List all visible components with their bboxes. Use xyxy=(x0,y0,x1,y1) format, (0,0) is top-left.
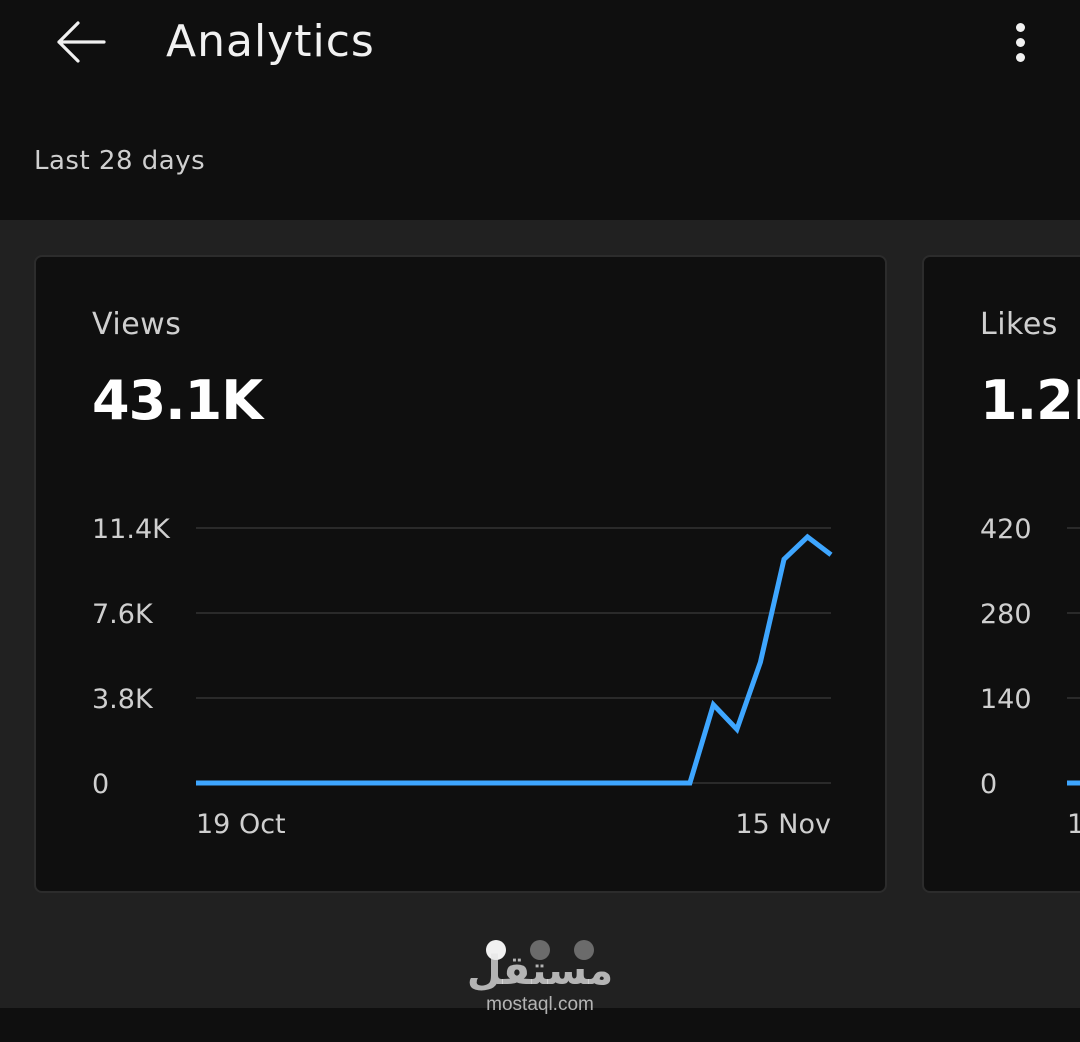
y-tick-label: 7.6K xyxy=(92,599,154,630)
series-line xyxy=(196,533,833,786)
y-tick-label: 3.8K xyxy=(92,684,154,715)
views-value: 43.1K xyxy=(92,369,263,432)
watermark-arabic: مستقل xyxy=(466,948,614,994)
likes-value: 1.2K xyxy=(980,369,1080,432)
carousel-pager xyxy=(0,940,1080,960)
y-tick-label: 140 xyxy=(980,684,1032,715)
y-tick-label: 280 xyxy=(980,599,1032,630)
y-tick-label: 0 xyxy=(980,769,997,800)
bottom-bar xyxy=(0,1008,1080,1042)
back-button[interactable] xyxy=(50,14,110,70)
pager-dot-3[interactable] xyxy=(574,940,594,960)
arrow-left-icon xyxy=(57,21,106,63)
analytics-carousel[interactable]: Views 43.1K 0 3.8K 7.6K 11.4K 19 Oct 15 Nov L… xyxy=(0,220,1080,1008)
app-bar: Analytics Last 28 days xyxy=(0,0,1080,220)
x-tick-label: 19 Oct xyxy=(196,809,286,840)
x-tick-label: 15 Nov xyxy=(735,809,831,840)
pager-dot-2[interactable] xyxy=(530,940,550,960)
likes-label: Likes xyxy=(980,307,1058,342)
more-vert-icon xyxy=(1015,22,1025,32)
views-label: Views xyxy=(92,307,182,342)
y-tick-label: 0 xyxy=(92,769,109,800)
y-tick-label: 11.4K xyxy=(92,514,171,545)
views-chart: 0 3.8K 7.6K 11.4K 19 Oct 15 Nov xyxy=(92,514,833,840)
date-range-label: Last 28 days xyxy=(34,146,206,176)
views-card[interactable]: Views 43.1K 0 3.8K 7.6K 11.4K 19 Oct 15 Nov xyxy=(34,255,887,893)
x-tick-label: 19 Oct xyxy=(1067,809,1080,840)
y-tick-label: 420 xyxy=(980,514,1032,545)
likes-chart: 0 140 280 420 19 Oct xyxy=(980,514,1080,840)
watermark-latin: mostaql.com xyxy=(486,994,594,1015)
pager-dot-1[interactable] xyxy=(486,940,506,960)
page-title: Analytics xyxy=(166,16,375,67)
watermark: مستقل mostaql.com xyxy=(440,948,640,1016)
more-options-button[interactable] xyxy=(1000,14,1040,70)
likes-card[interactable]: Likes 1.2K 0 140 280 420 19 Oct xyxy=(922,255,1080,893)
